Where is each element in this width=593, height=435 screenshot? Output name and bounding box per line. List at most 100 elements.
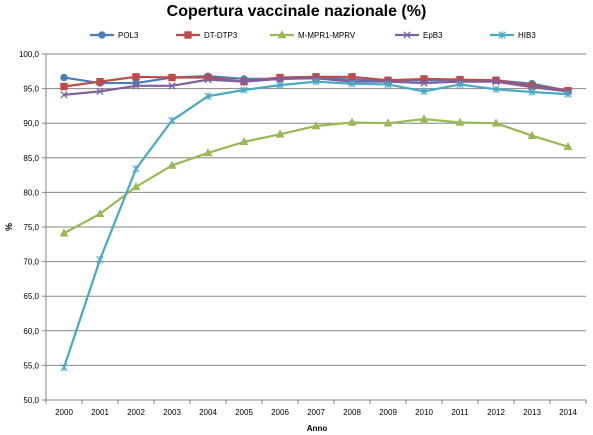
- data-point-epb3: [276, 75, 284, 83]
- data-point-m-mpr1-mprv: [95, 209, 105, 218]
- x-tick-label: 2007: [307, 408, 325, 417]
- data-point-hib3: [60, 363, 68, 372]
- data-point-dt-dtp3: [60, 82, 68, 91]
- data-point-m-mpr1-mprv: [131, 182, 141, 191]
- data-point-hib3: [168, 116, 176, 125]
- x-axis-title: Anno: [307, 424, 328, 433]
- y-tick-label: 50,0: [23, 396, 39, 405]
- data-point-epb3: [60, 91, 68, 99]
- x-tick-label: 2011: [451, 408, 469, 417]
- data-point-m-mpr1-mprv: [167, 160, 177, 169]
- data-point-epb3: [204, 75, 212, 84]
- data-point-epb3: [132, 82, 140, 90]
- y-tick-label: 100,0: [19, 50, 40, 59]
- y-tick-label: 75,0: [23, 223, 39, 232]
- data-point-m-mpr1-mprv: [383, 118, 393, 127]
- data-point-m-mpr1-mprv: [275, 129, 285, 138]
- data-point-epb3: [240, 78, 248, 86]
- y-tick-label: 90,0: [23, 119, 39, 128]
- x-tick-label: 2014: [559, 408, 577, 417]
- legend-layer: POL3 DT-DTP3 M-MPR1-MPRV EpB3 HIB3: [90, 30, 536, 40]
- legend-label-epb3: EpB3: [423, 31, 443, 40]
- data-point-m-mpr1-mprv: [239, 137, 249, 146]
- data-point-dt-dtp3: [348, 73, 356, 81]
- data-point-dt-dtp3: [276, 73, 284, 82]
- data-point-hib3: [456, 80, 464, 89]
- data-point-dt-dtp3: [492, 76, 500, 84]
- y-tick-label: 80,0: [23, 188, 39, 197]
- data-point-m-mpr1-mprv: [419, 114, 429, 123]
- data-point-hib3: [420, 87, 428, 96]
- grid-layer: [46, 53, 586, 401]
- x-tick-label: 2013: [523, 408, 541, 417]
- data-point-hib3: [528, 88, 536, 96]
- legend-item-hib3: HIB3: [490, 31, 536, 40]
- data-point-m-mpr1-mprv: [203, 148, 213, 157]
- data-point-dt-dtp3: [204, 73, 212, 82]
- x-tick-label: 2004: [199, 408, 217, 417]
- legend-label-m-mpr1-mprv: M-MPR1-MPRV: [298, 31, 356, 40]
- data-point-dt-dtp3: [168, 73, 176, 82]
- data-point-dt-dtp3: [132, 73, 140, 81]
- data-point-epb3: [96, 87, 104, 96]
- series-m-mpr1-mprv: [59, 114, 573, 237]
- data-point-hib3: [204, 92, 212, 100]
- x-tick-label: 2010: [415, 408, 433, 417]
- data-point-m-mpr1-mprv: [347, 117, 357, 126]
- data-point-hib3: [132, 165, 140, 173]
- x-tick-label: 2009: [379, 408, 397, 417]
- y-tick-label: 60,0: [23, 327, 39, 336]
- y-tick-label: 70,0: [23, 258, 39, 267]
- data-point-epb3: [420, 79, 428, 87]
- data-point-hib3: [96, 255, 104, 264]
- y-tick-label: 95,0: [23, 85, 39, 94]
- data-point-m-mpr1-mprv: [311, 121, 321, 130]
- data-point-hib3: [240, 86, 248, 94]
- legend-item-epb3: EpB3: [395, 31, 443, 40]
- data-point-pol3: [60, 73, 68, 82]
- legend-item-dt-dtp3: DT-DTP3: [176, 31, 238, 40]
- data-point-epb3: [492, 78, 500, 86]
- data-point-m-mpr1-mprv: [563, 141, 573, 151]
- data-point-m-mpr1-mprv: [491, 118, 501, 127]
- legend-marker-epb3: [403, 31, 411, 39]
- legend-marker-hib3: [498, 31, 506, 39]
- series-layer: [59, 72, 573, 372]
- y-tick-label: 55,0: [23, 361, 39, 370]
- legend-label-hib3: HIB3: [518, 31, 536, 40]
- data-point-m-mpr1-mprv: [59, 228, 69, 237]
- y-tick-label: 85,0: [23, 154, 39, 163]
- y-axis-title: %: [4, 223, 14, 231]
- legend-marker-dt-dtp3: [184, 31, 192, 39]
- legend-marker-pol3: [98, 31, 106, 39]
- data-point-hib3: [564, 90, 572, 98]
- chart-title: Copertura vaccinale nazionale (%): [166, 3, 427, 20]
- data-point-m-mpr1-mprv: [455, 117, 465, 126]
- series-line-m-mpr1-mprv: [63, 117, 569, 235]
- data-point-m-mpr1-mprv: [527, 130, 537, 139]
- legend-label-pol3: POL3: [118, 31, 139, 40]
- x-tick-label: 2008: [343, 408, 361, 417]
- x-tick-label: 2006: [271, 408, 289, 417]
- legend-label-dt-dtp3: DT-DTP3: [204, 31, 238, 40]
- x-tick-label: 2000: [55, 408, 73, 417]
- data-point-hib3: [312, 77, 320, 86]
- data-point-hib3: [348, 80, 356, 88]
- data-point-dt-dtp3: [96, 77, 104, 86]
- x-tick-label: 2001: [91, 408, 109, 417]
- x-tick-label: 2002: [127, 408, 145, 417]
- legend-item-m-mpr1-mprv: M-MPR1-MPRV: [270, 30, 356, 40]
- x-tick-label: 2012: [487, 408, 505, 417]
- series-hib3: [60, 77, 572, 372]
- data-point-hib3: [276, 81, 284, 89]
- x-tick-label: 2003: [163, 408, 181, 417]
- legend-item-pol3: POL3: [90, 31, 139, 40]
- data-point-hib3: [492, 85, 500, 93]
- x-tick-label: 2005: [235, 408, 253, 417]
- y-tick-label: 65,0: [23, 292, 39, 301]
- data-point-epb3: [168, 82, 176, 90]
- legend-marker-m-mpr1-mprv: [277, 30, 287, 39]
- data-point-hib3: [384, 80, 392, 89]
